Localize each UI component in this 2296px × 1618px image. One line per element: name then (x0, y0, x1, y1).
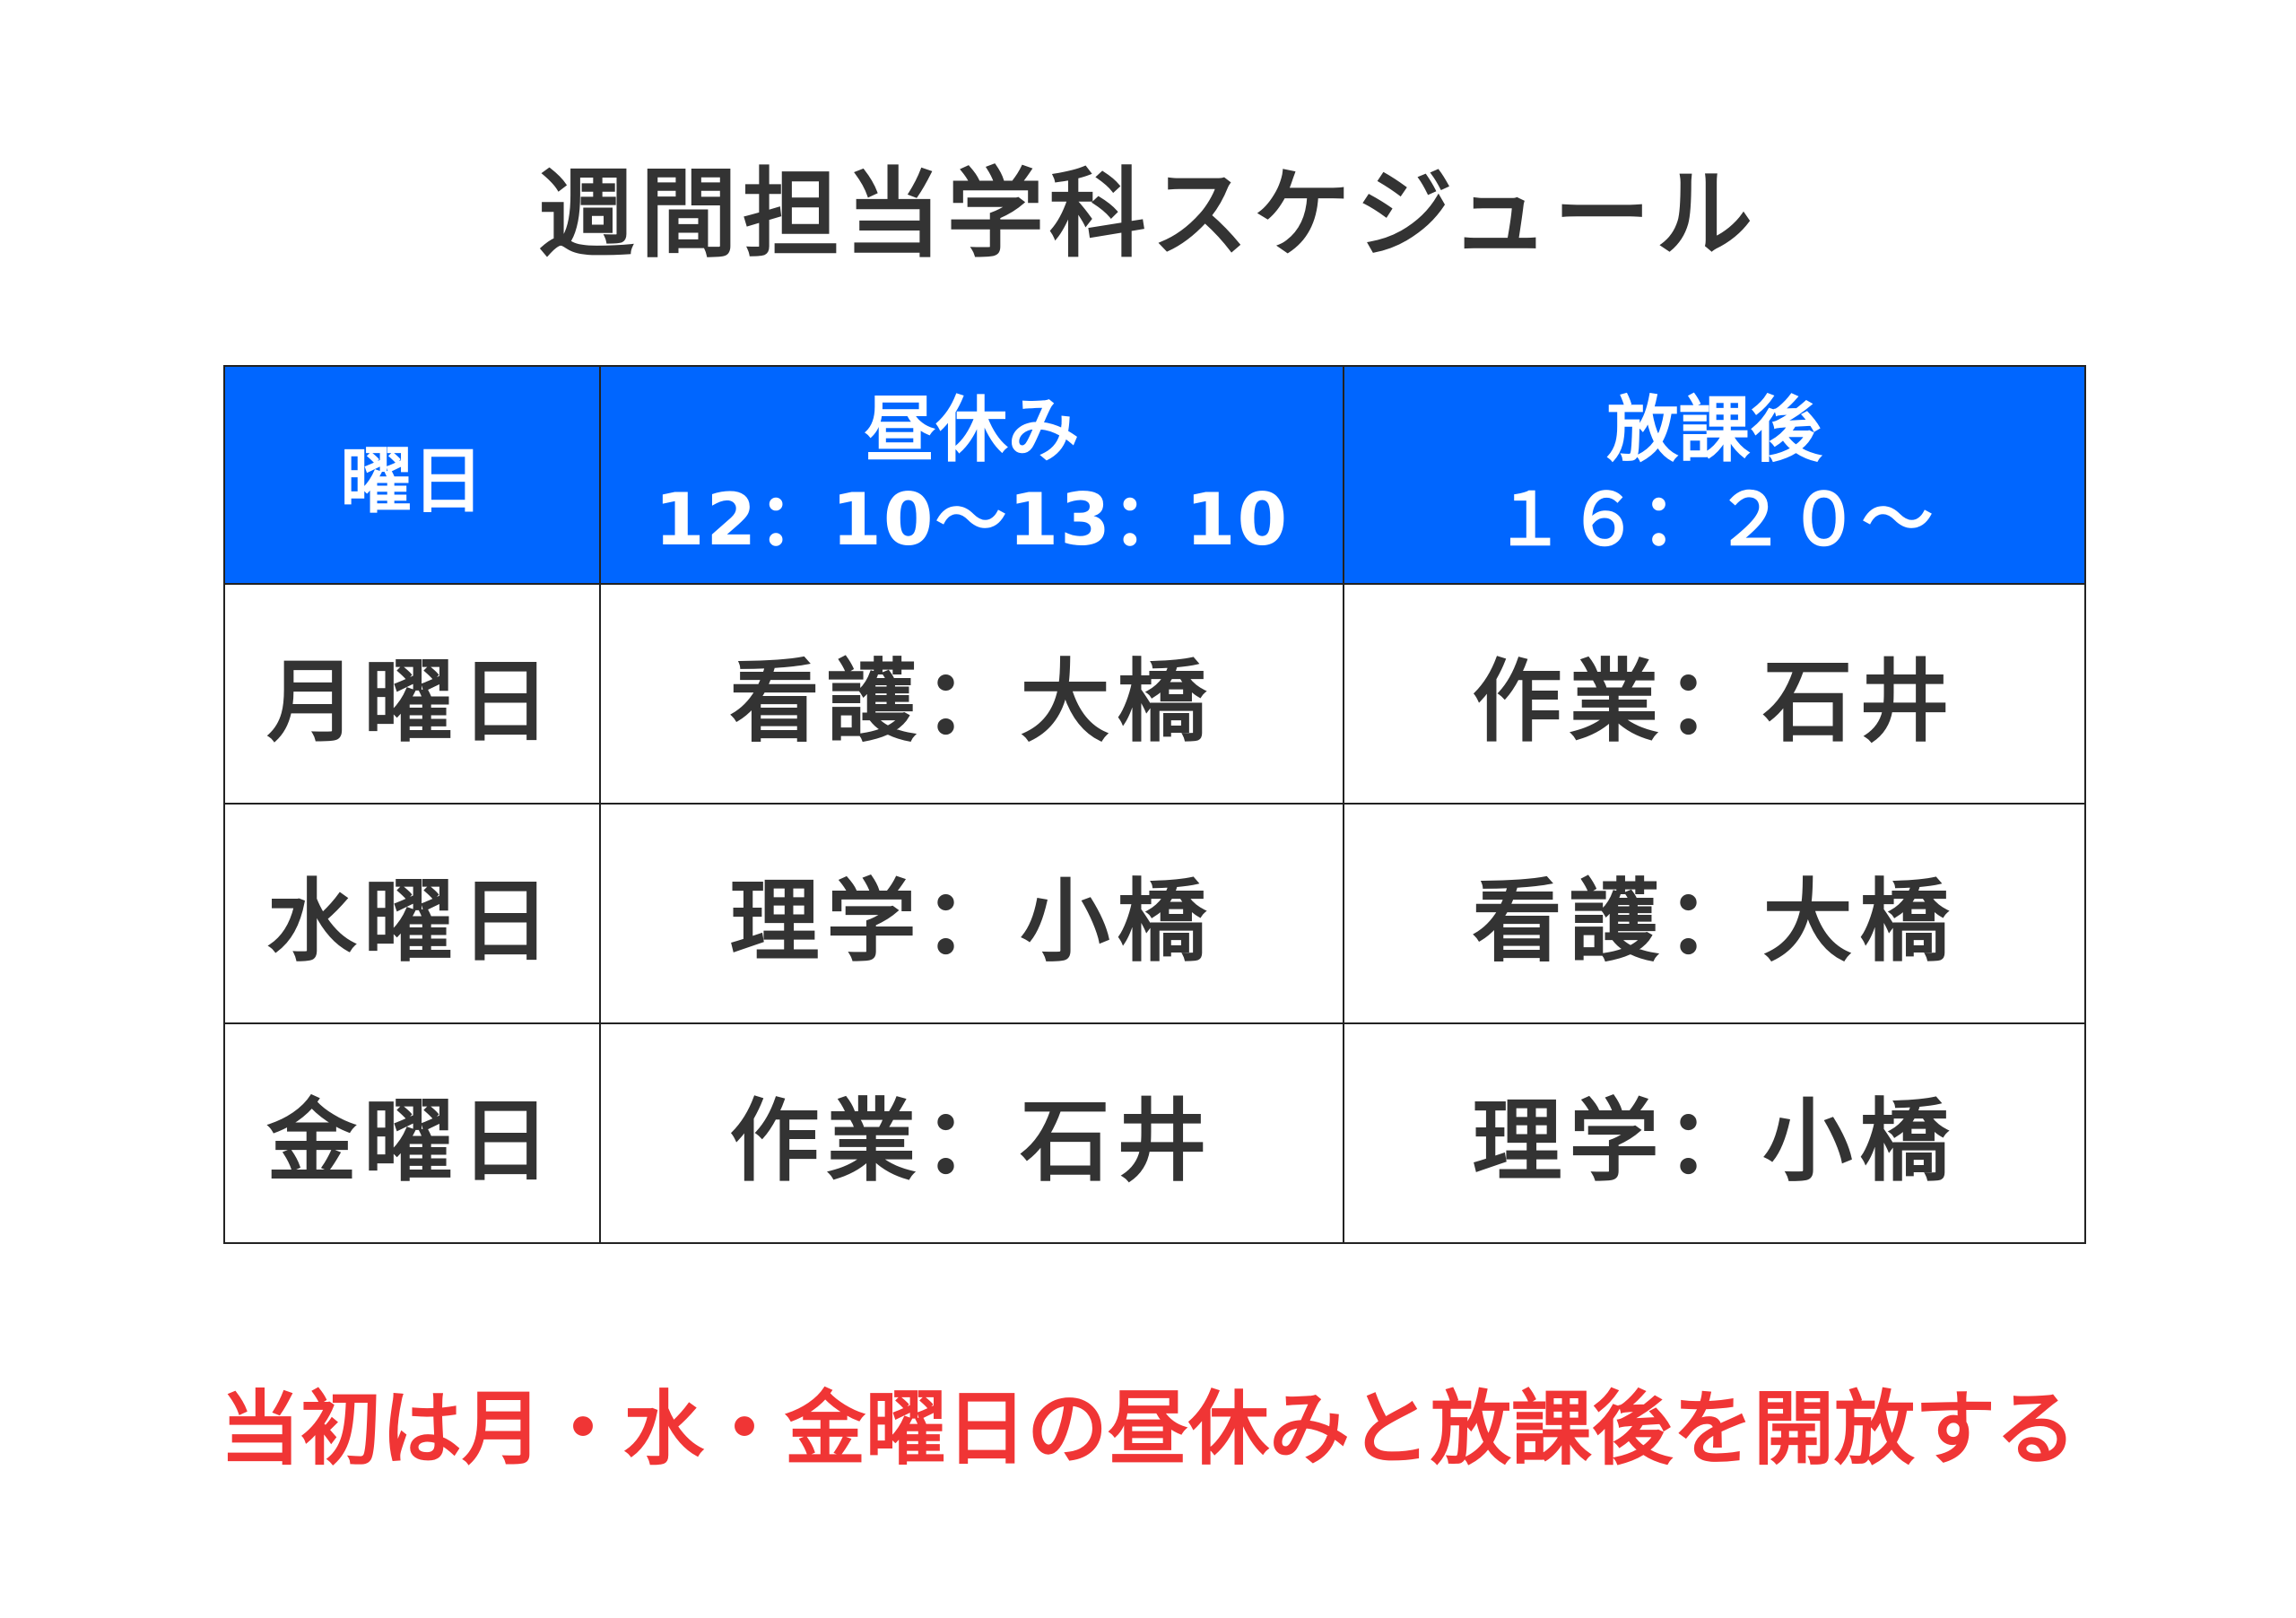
after-school-cell: 作業：石井 (1343, 583, 2086, 805)
lunch-cell: 理学：小橋 (599, 803, 1344, 1024)
after-school-cell: 理学：小橋 (1343, 1022, 2086, 1244)
table-row: 水曜日 理学：小橋 看護：大橋 (223, 803, 2086, 1024)
after-school-cell: 看護：大橋 (1343, 803, 2086, 1024)
lunch-cell: 作業：石井 (599, 1022, 1344, 1244)
header-after-school: 放課後 １６：２０～ (1343, 365, 2086, 585)
lunch-cell: 看護：大橋 (599, 583, 1344, 805)
table-header-row: 曜日 昼休み 12：10～13：10 放課後 １６：２０～ (223, 365, 2086, 585)
day-cell: 月曜日 (223, 583, 601, 805)
table-row: 月曜日 看護：大橋 作業：石井 (223, 583, 2086, 805)
header-after-school-label: 放課後 (1606, 387, 1822, 472)
schedule-table: 曜日 昼休み 12：10～13：10 放課後 １６：２０～ 月曜日 看護：大橋 … (223, 365, 2086, 1244)
day-cell: 水曜日 (223, 803, 601, 1024)
page-title: 週間担当学科スケジュール (537, 159, 1759, 271)
header-day: 曜日 (223, 365, 601, 585)
header-lunch: 昼休み 12：10～13：10 (599, 365, 1344, 585)
day-cell: 金曜日 (223, 1022, 601, 1244)
header-lunch-time: 12：10～13：10 (654, 477, 1290, 561)
note-text: 当初は月・水・金曜日の昼休みと放課後を開放する (220, 1382, 2076, 1476)
header-after-school-time: １６：２０～ (1493, 477, 1935, 561)
header-lunch-label: 昼休み (864, 387, 1080, 472)
table-row: 金曜日 作業：石井 理学：小橋 (223, 1022, 2086, 1244)
